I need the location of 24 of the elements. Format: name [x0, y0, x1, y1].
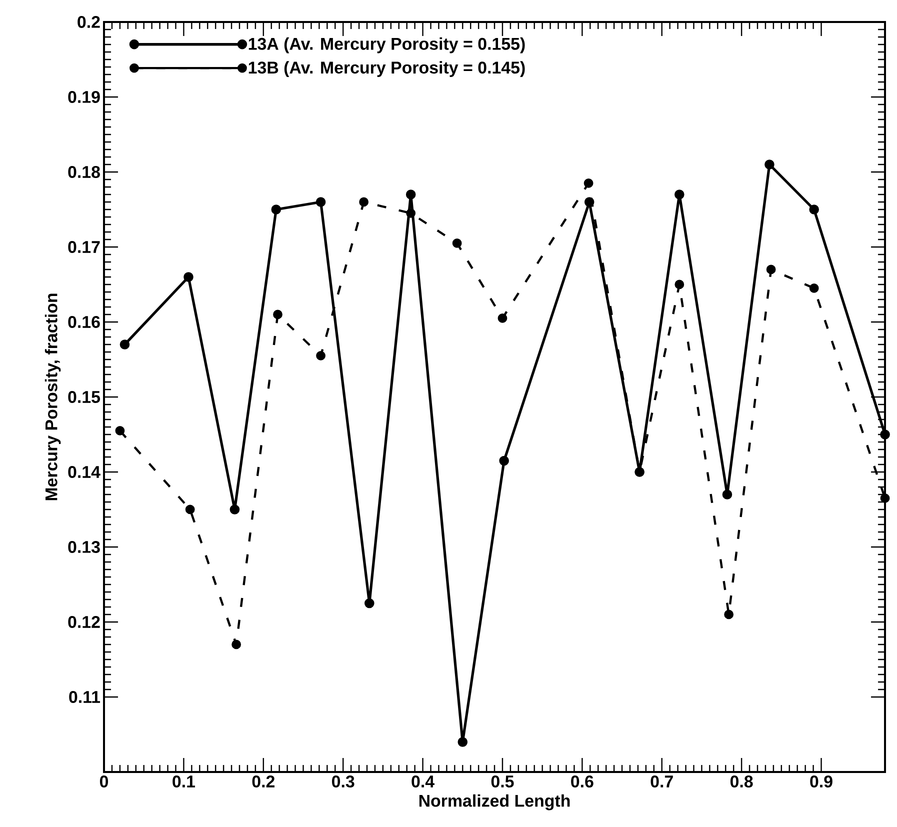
y-tick-label: 0.14 [68, 466, 100, 478]
y-tick-label: 0.18 [68, 166, 100, 178]
x-tick-label: 0.6 [571, 776, 594, 788]
x-tick-label: 0.5 [491, 776, 514, 788]
y-tick-label: 0.15 [68, 390, 100, 403]
legend-label: 13A (Av. Mercury Porosity = 0.155) [248, 37, 525, 54]
x-axis-title: Normalized Length [419, 794, 570, 810]
y-tick-label: 0.17 [68, 240, 100, 253]
x-tick-label: 0.7 [650, 776, 673, 788]
x-tick-label: 0.4 [412, 776, 434, 788]
y-tick-label: 0.13 [68, 540, 100, 553]
x-tick-label: 0.1 [172, 776, 196, 788]
x-tick-label: 0.3 [332, 776, 354, 788]
x-tick-label: 0.9 [810, 776, 832, 788]
y-tick-label: 0.12 [68, 616, 100, 628]
y-tick-label: 0.11 [69, 690, 100, 703]
legend-label: 13B (Av. Mercury Porosity = 0.145) [248, 61, 525, 77]
x-tick-label: 0 [100, 776, 108, 788]
x-tick-label: 0.8 [730, 776, 753, 788]
y-tick-label: 0.2 [78, 16, 100, 28]
y-tick-label: 0.19 [68, 90, 100, 103]
y-axis-title: Mercury Porosity, fraction [44, 294, 61, 500]
y-tick-label: 0.16 [68, 316, 100, 328]
x-tick-label: 0.2 [252, 776, 274, 788]
